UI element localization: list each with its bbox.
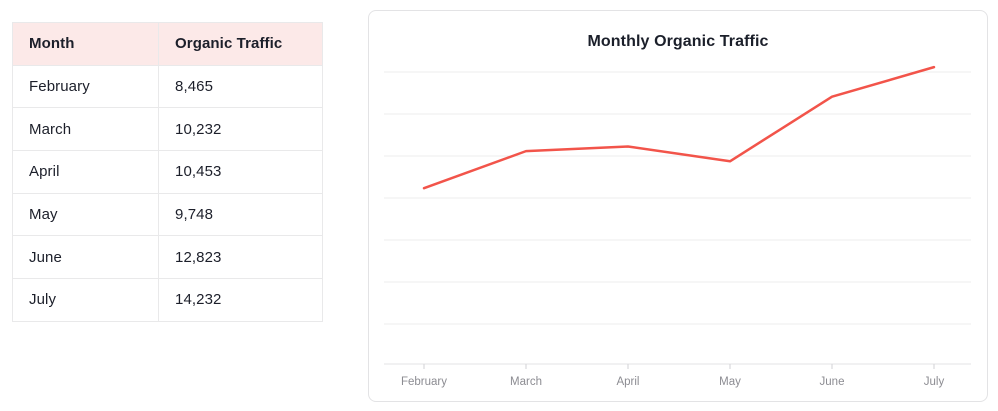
x-axis-label: July [924, 376, 945, 388]
x-axis-label: May [719, 376, 741, 388]
table-cell: March [12, 107, 159, 152]
x-axis-label: March [510, 376, 542, 388]
table-cell: May [12, 192, 159, 237]
chart-title: Monthly Organic Traffic [587, 33, 769, 50]
traffic-chart-card: Monthly Organic Traffic February March Apr… [368, 10, 988, 402]
table-cell: July [12, 278, 159, 322]
table-cell: 14,232 [158, 278, 323, 322]
table-header-row: Month Organic Traffic [12, 22, 323, 66]
table-row: May 9,748 [12, 192, 323, 237]
x-axis-label: June [820, 376, 845, 388]
table-header: Month Organic Traffic [12, 22, 323, 66]
table-row: July 14,232 [12, 278, 323, 322]
table-row: June 12,823 [12, 235, 323, 280]
table-cell: 10,232 [158, 107, 323, 152]
x-axis-label: February [401, 376, 447, 388]
table-cell: June [12, 235, 159, 280]
table-row: February 8,465 [12, 64, 323, 109]
table-row: March 10,232 [12, 107, 323, 152]
column-header-month: Month [12, 22, 159, 66]
table-cell: 10,453 [158, 150, 323, 194]
table-cell: April [12, 150, 159, 194]
table-cell: February [12, 64, 159, 109]
column-header-organic-traffic: Organic Traffic [158, 22, 323, 66]
x-axis-label: April [616, 376, 639, 388]
table-cell: 12,823 [158, 235, 323, 280]
monthly-organic-traffic-line-chart: February March April May June July [384, 65, 971, 388]
organic-traffic-table: Month Organic Traffic February 8,465 March… [12, 22, 323, 322]
table-row: April 10,453 [12, 150, 323, 194]
table-cell: 9,748 [158, 192, 323, 237]
organic-traffic-series-line [422, 65, 936, 190]
table-body: February 8,465 March 10,232 April 10,453 May 9,… [12, 64, 323, 322]
table-cell: 8,465 [158, 64, 323, 109]
